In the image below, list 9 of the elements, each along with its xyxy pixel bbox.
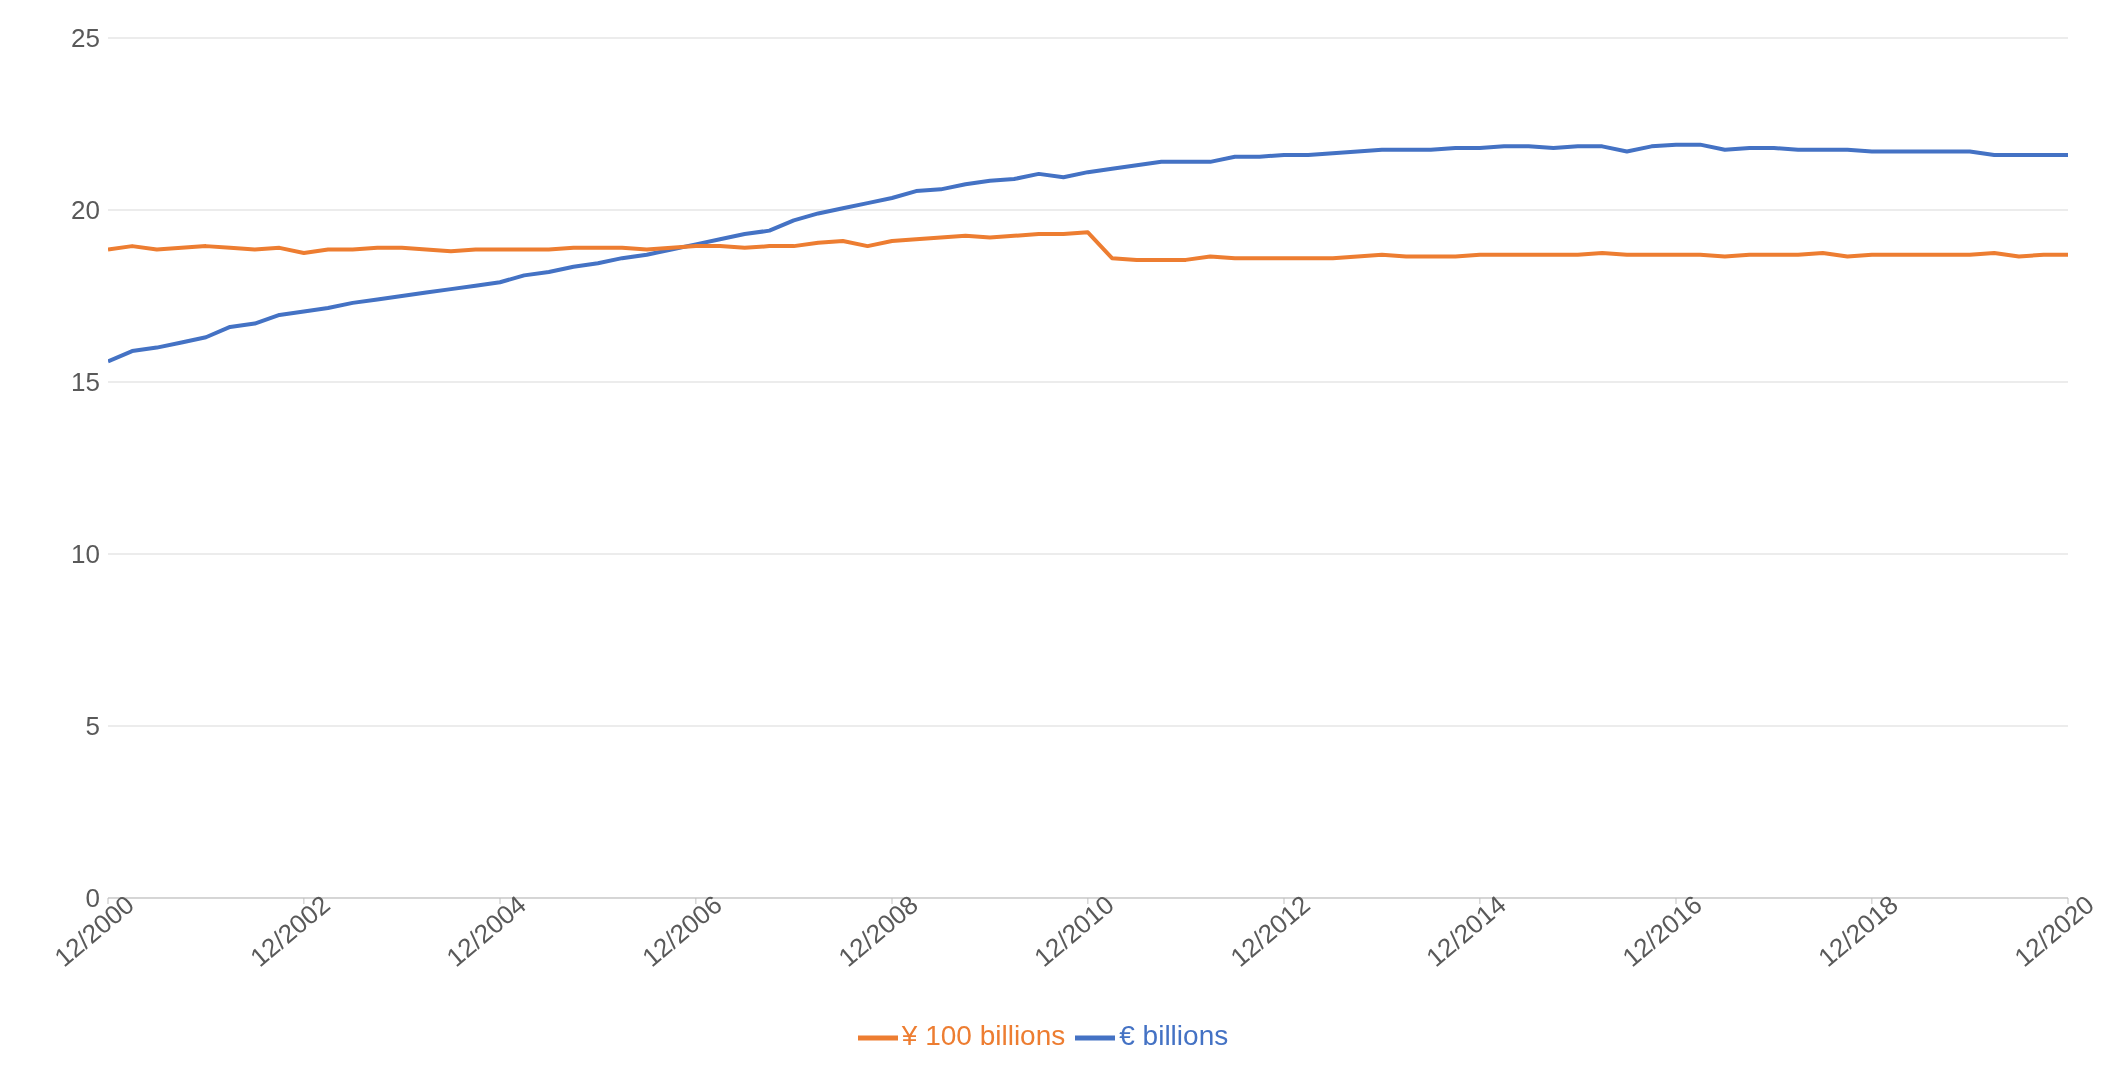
y-tick-label: 5 [85,711,100,742]
legend-label: ¥ 100 billions [901,1020,1066,1052]
legend-label: € billions [1119,1020,1229,1052]
line-series [108,142,2068,364]
line-series [108,230,2068,262]
y-tick-label: 10 [71,539,100,570]
y-tick-label: 20 [71,195,100,226]
y-tick-label: 15 [71,367,100,398]
y-tick-label: 25 [71,23,100,54]
